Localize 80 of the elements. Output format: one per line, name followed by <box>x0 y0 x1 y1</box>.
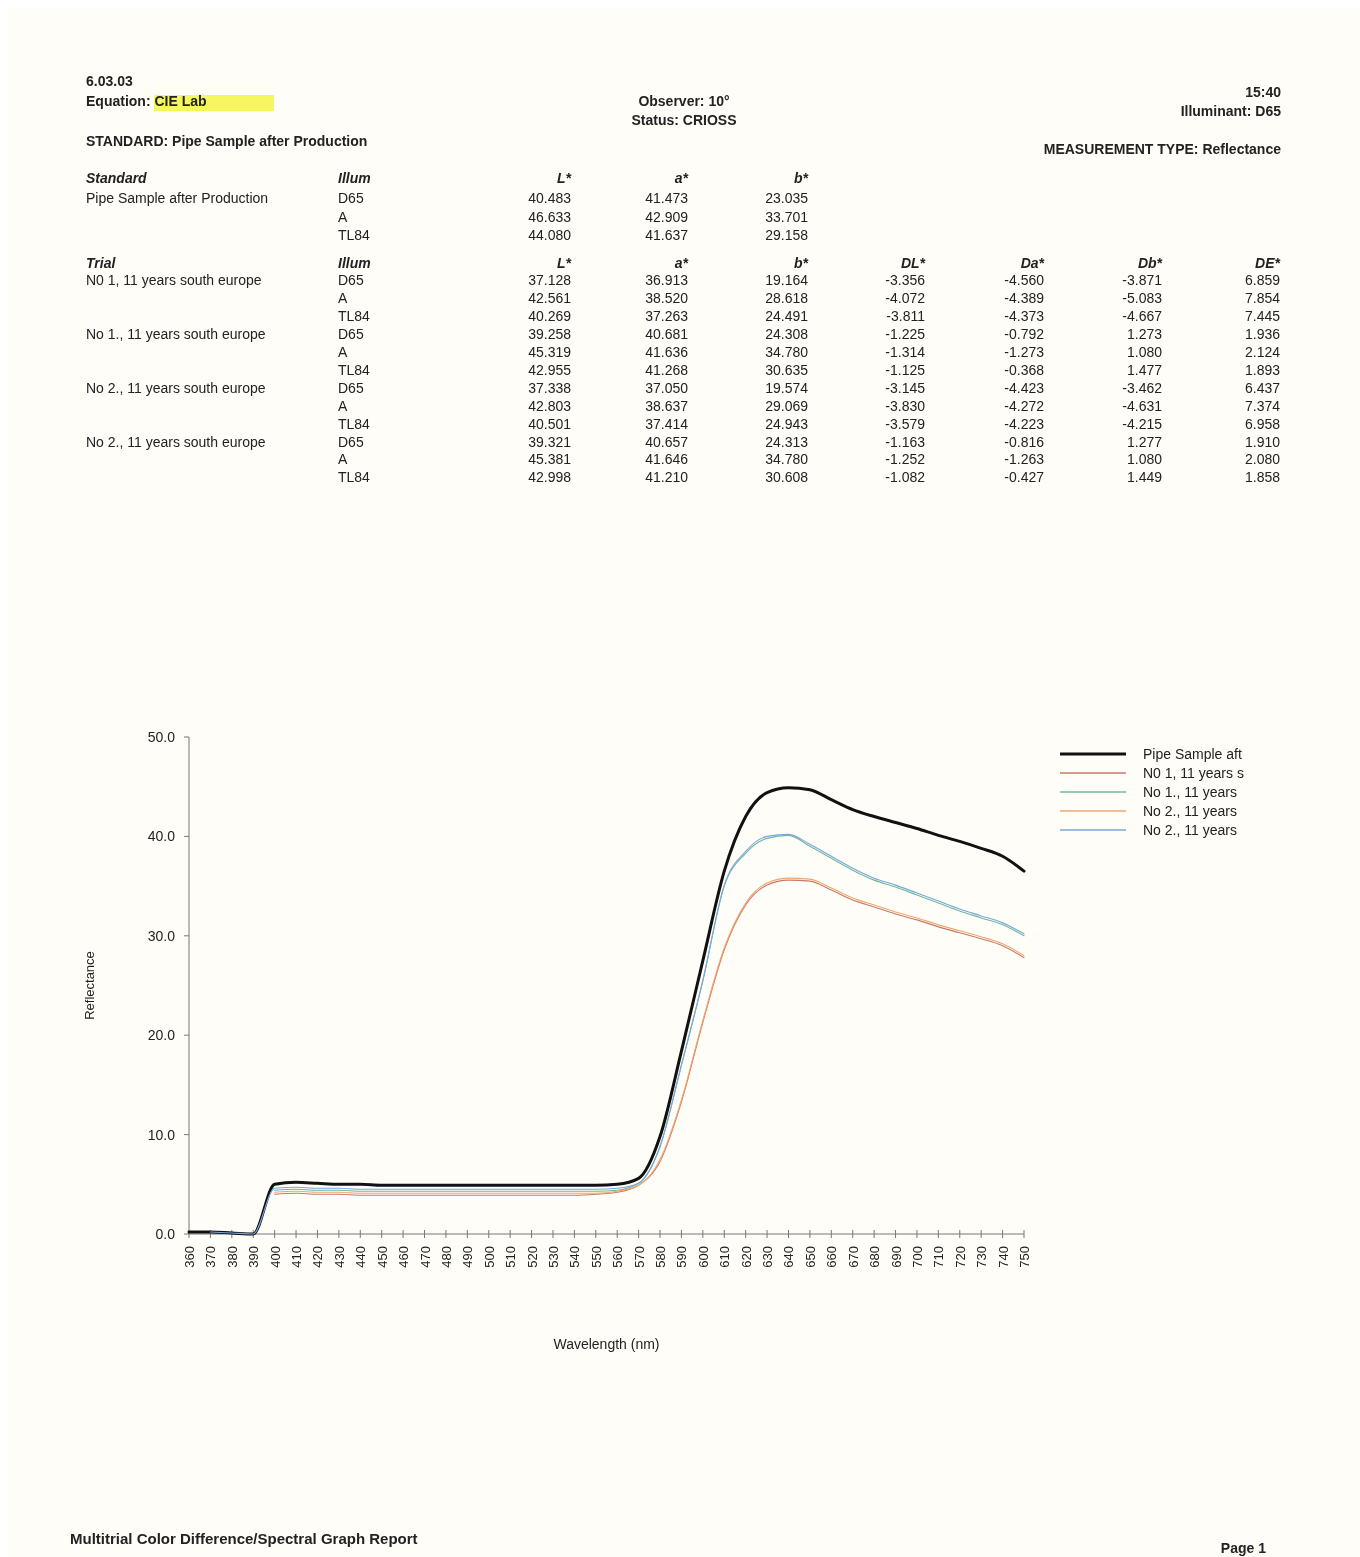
x-tick-label: 710 <box>931 1246 947 1268</box>
x-tick-label: 490 <box>460 1246 476 1268</box>
text: TL84 40.501 37.414 24.943 -3.579 -4.223 -4.215 6.958 <box>338 415 1280 432</box>
text: TL84 44.080 41.637 29.158 <box>338 227 808 243</box>
text: MEASUREMENT TYPE: Reflectance <box>1043 141 1282 157</box>
x-tick-label: 540 <box>567 1246 583 1268</box>
x-tick-label: 360 <box>182 1246 197 1268</box>
x-tick-label: 500 <box>481 1246 497 1268</box>
x-tick-label: 370 <box>203 1246 219 1268</box>
x-tick-label: 580 <box>653 1246 669 1268</box>
text: A 42.803 38.637 29.069 -3.830 -4.272 -4.631 7.374 <box>338 397 1280 414</box>
x-tick-label: 730 <box>974 1246 990 1268</box>
y-tick-label: 30.0 <box>147 927 176 944</box>
x-tick-label: 700 <box>909 1246 925 1268</box>
text: A 46.633 42.909 33.701 <box>338 208 808 225</box>
text: TL84 42.955 41.268 30.635 -1.125 -0.368 1.477 1.893 <box>338 361 1280 378</box>
text: A 45.381 41.646 34.780 -1.252 -1.263 1.080 2.080 <box>338 451 1280 468</box>
x-tick-label: 440 <box>353 1246 369 1268</box>
x-tick-label: 670 <box>845 1246 861 1268</box>
text: STANDARD: Pipe Sample after Production <box>86 133 368 149</box>
x-tick-label: 690 <box>888 1246 904 1268</box>
x-tick-label: 750 <box>1017 1246 1032 1268</box>
y-tick-label: 40.0 <box>147 828 176 845</box>
x-tick-label: 620 <box>738 1246 754 1268</box>
text: Page 1 <box>1220 1540 1267 1556</box>
text: 15:40 <box>1245 84 1282 100</box>
text: Illuminant: D65 <box>1180 103 1282 119</box>
x-tick-label: 630 <box>760 1246 776 1268</box>
x-tick-label: 390 <box>246 1246 262 1268</box>
text: No 1., 11 years south europe D65 39.258 40.681 24.308 -1.225 -0.792 1.273 1.936 <box>86 326 1280 343</box>
legend-label: N0 1, 11 years s <box>1143 765 1244 781</box>
text: A 45.319 41.636 34.780 -1.314 -1.273 1.080 2.124 <box>338 344 1280 360</box>
text: TL84 42.998 41.210 30.608 -1.082 -0.427 1.449 1.858 <box>338 469 1280 486</box>
x-axis-title: Wavelength (nm) <box>553 1336 660 1352</box>
text: Trial Illum L* a* b* DL* Da* Db* DE* <box>86 254 1280 271</box>
y-tick-label: 20.0 <box>147 1027 176 1044</box>
x-tick-label: 510 <box>503 1246 519 1268</box>
x-tick-label: 570 <box>631 1246 647 1268</box>
text: Multitrial Color Difference/Spectral Graph Report <box>70 1530 418 1547</box>
x-tick-label: 430 <box>331 1246 347 1268</box>
text: Status: CRIOSS <box>631 112 737 128</box>
y-tick-label: 50.0 <box>147 729 176 745</box>
y-tick-label: 0.0 <box>155 1226 176 1242</box>
text: Standard Illum L* a* b* <box>86 170 808 186</box>
x-tick-label: 400 <box>267 1246 283 1268</box>
legend-label: No 2., 11 years <box>1143 822 1237 838</box>
text: No 2., 11 years south europe D65 39.321 40.657 24.313 -1.163 -0.816 1.277 1.910 <box>86 433 1280 450</box>
x-tick-label: 600 <box>695 1246 711 1268</box>
x-tick-label: 450 <box>374 1246 390 1268</box>
x-tick-label: 720 <box>952 1246 968 1268</box>
x-tick-label: 560 <box>610 1246 626 1268</box>
x-tick-label: 480 <box>438 1246 454 1268</box>
text: 6.03.03 <box>86 73 133 89</box>
text: Equation: CIE Lab <box>86 93 207 109</box>
x-tick-label: 740 <box>995 1246 1011 1268</box>
legend-label: Pipe Sample aft <box>1143 746 1242 762</box>
y-axis-title: Reflectance <box>82 951 97 1020</box>
x-tick-label: 610 <box>717 1246 733 1268</box>
x-tick-label: 470 <box>417 1246 433 1268</box>
x-tick-label: 380 <box>224 1246 240 1268</box>
x-tick-label: 550 <box>588 1246 604 1268</box>
x-tick-label: 520 <box>524 1246 540 1268</box>
text: No 2., 11 years south europe D65 37.338 37.050 19.574 -3.145 -4.423 -3.462 6.437 <box>86 379 1280 396</box>
text: Observer: 10° <box>638 93 730 109</box>
legend-label: No 2., 11 years <box>1143 803 1237 819</box>
text: Pipe Sample after Production D65 40.483 41.473 23.035 <box>86 190 808 206</box>
x-tick-label: 650 <box>802 1246 818 1268</box>
x-tick-label: 530 <box>545 1246 561 1268</box>
x-tick-label: 420 <box>310 1246 326 1268</box>
x-tick-label: 640 <box>781 1246 797 1268</box>
legend-label: No 1., 11 years <box>1143 784 1237 800</box>
x-tick-label: 590 <box>674 1246 690 1268</box>
x-tick-label: 410 <box>289 1246 305 1268</box>
text: N0 1, 11 years south europe D65 37.128 36.913 19.164 -3.356 -4.560 -3.871 6.859 <box>86 272 1280 289</box>
x-tick-label: 460 <box>396 1246 412 1268</box>
y-tick-label: 10.0 <box>147 1126 176 1143</box>
text: A 42.561 38.520 28.618 -4.072 -4.389 -5.083 7.854 <box>338 290 1280 307</box>
x-tick-label: 680 <box>867 1246 883 1268</box>
text: TL84 40.269 37.263 24.491 -3.811 -4.373 -4.667 7.445 <box>338 308 1280 325</box>
x-tick-label: 660 <box>824 1246 840 1268</box>
